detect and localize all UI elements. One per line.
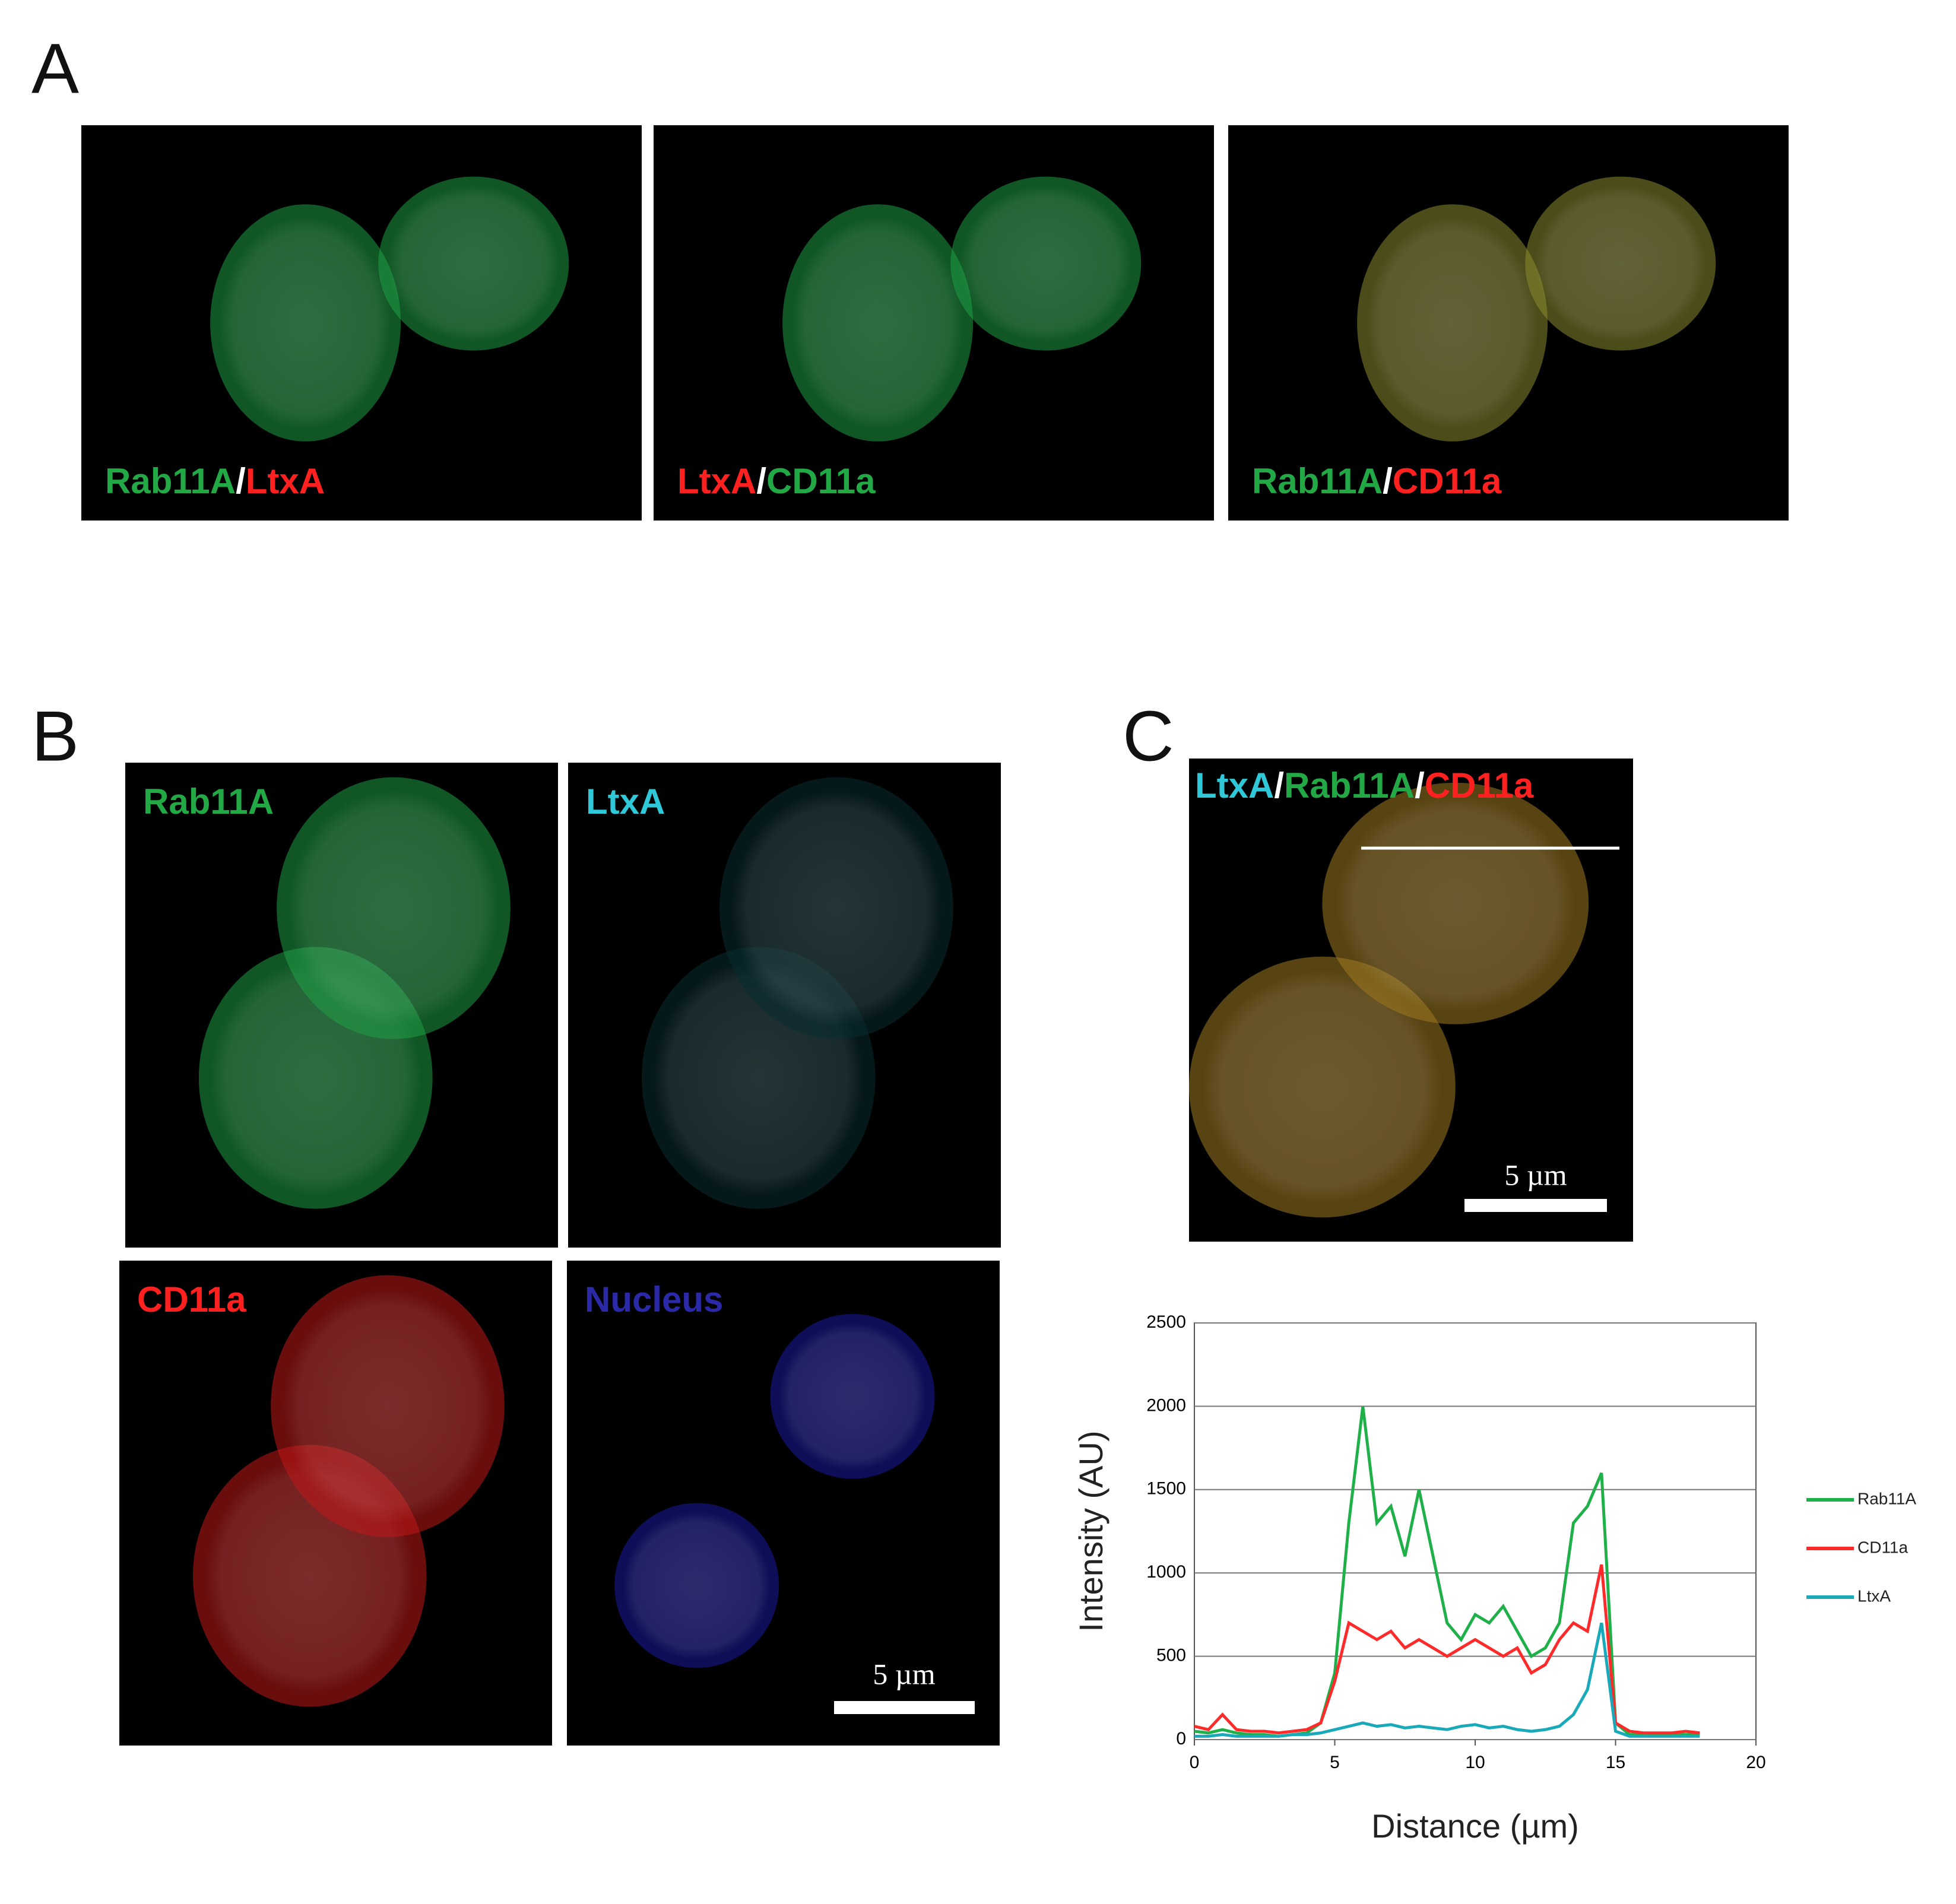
legend-label: Rab11A <box>1857 1489 1916 1508</box>
cell-glow <box>1367 216 1539 430</box>
x-tick-label: 5 <box>1330 1753 1340 1772</box>
label-part: / <box>1383 461 1393 501</box>
figure-letter: A <box>31 29 79 109</box>
panel-label: Rab11A/CD11a <box>1252 461 1502 501</box>
panel-label: LtxA/Rab11A/CD11a <box>1195 766 1534 805</box>
panel-label: Rab11A/LtxA <box>105 461 325 501</box>
y-tick-label: 500 <box>1156 1646 1186 1665</box>
cell-glow <box>623 1511 771 1660</box>
legend-label: LtxA <box>1857 1586 1891 1605</box>
panel-label: LtxA/CD11a <box>677 461 876 501</box>
cell-glow <box>960 185 1132 342</box>
x-tick-label: 0 <box>1190 1753 1200 1772</box>
cell-glow <box>778 1322 927 1471</box>
y-tick-label: 2500 <box>1146 1312 1186 1332</box>
y-axis-title: Intensity (AU) <box>1072 1430 1109 1632</box>
cell-glow <box>288 790 499 1026</box>
cell-glow <box>282 1288 493 1524</box>
label-part: CD11a <box>1425 766 1534 805</box>
scale-bar <box>1464 1199 1607 1212</box>
x-tick-label: 20 <box>1746 1753 1765 1772</box>
label-part: Rab11A <box>1252 461 1383 501</box>
x-axis-title: Distance (µm) <box>1371 1807 1579 1845</box>
y-tick-label: 2000 <box>1146 1395 1186 1415</box>
figure-letter: B <box>31 697 79 776</box>
label-part: LtxA <box>246 461 325 501</box>
scale-label: 5 µm <box>873 1657 935 1690</box>
label-part: Rab11A <box>105 461 236 501</box>
cell-glow <box>731 790 942 1026</box>
legend-label: CD11a <box>1857 1538 1909 1556</box>
cell-glow <box>1535 185 1707 342</box>
panel-label: CD11a <box>137 1280 246 1319</box>
panel-label: Nucleus <box>585 1280 723 1319</box>
label-part: CD11a <box>1393 461 1502 501</box>
figure-letter: C <box>1123 697 1174 776</box>
label-part: / <box>1274 766 1284 805</box>
label-part: / <box>236 461 246 501</box>
label-part: CD11a <box>766 461 876 501</box>
cell-glow <box>388 185 560 342</box>
y-tick-label: 0 <box>1176 1729 1186 1748</box>
scale-label: 5 µm <box>1504 1158 1567 1191</box>
panel-label: LtxA <box>586 782 665 821</box>
y-tick-label: 1500 <box>1146 1479 1186 1499</box>
y-tick-label: 1000 <box>1146 1562 1186 1582</box>
label-part: LtxA <box>677 461 756 501</box>
label-part: Rab11A <box>1284 766 1415 805</box>
panel-label: Rab11A <box>143 782 274 821</box>
plot-area <box>1194 1322 1757 1740</box>
series-line <box>1194 1622 1700 1738</box>
x-tick-label: 10 <box>1465 1753 1485 1772</box>
cell-glow <box>1335 795 1575 1013</box>
cell-glow <box>792 216 964 430</box>
label-part: / <box>756 461 766 501</box>
x-tick-label: 15 <box>1606 1753 1625 1772</box>
scale-bar <box>834 1701 975 1714</box>
micrograph <box>567 1261 1000 1746</box>
label-part: / <box>1415 766 1425 805</box>
cell-glow <box>1202 969 1443 1205</box>
label-part: LtxA <box>1195 766 1274 805</box>
cell-glow <box>220 216 392 430</box>
